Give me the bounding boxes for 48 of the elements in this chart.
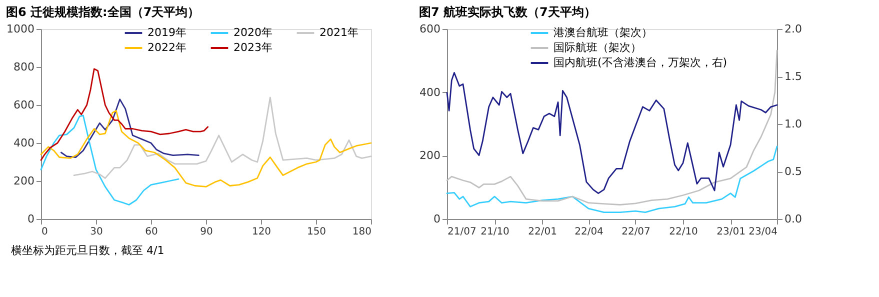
text: 横坐标为距元旦日数，截至 4/1 <box>11 244 164 257</box>
y-tick-label: 200 <box>14 174 34 188</box>
legend-label: 国内航班(不含港澳台，万架次，右) <box>554 56 728 69</box>
y2-tick-label: 2.0 <box>784 22 802 36</box>
y2-tick-label: 0.5 <box>784 165 802 178</box>
x-tick-label: 180 <box>352 226 372 238</box>
x-tick-label: 30 <box>90 226 103 238</box>
chart-title: 图7 航班实际执飞数（7天平均） <box>419 5 596 19</box>
x-tick-label: 22/04 <box>574 226 604 238</box>
legend-label: 2022年 <box>148 41 186 54</box>
y2-tick-label: 0.0 <box>784 212 802 226</box>
y2-tick-label: 1.0 <box>784 118 802 130</box>
line-series <box>446 72 778 194</box>
legend-label: 2021年 <box>320 26 358 39</box>
line-series <box>60 98 200 158</box>
x-tick-label: 60 <box>145 226 158 238</box>
x-tick-label: 22/01 <box>528 226 557 238</box>
legend-label: 2019年 <box>148 26 186 39</box>
line-series <box>40 110 372 188</box>
legend-label: 2020年 <box>234 26 272 39</box>
x-tick-label: 150 <box>306 226 326 238</box>
y-tick-label: 400 <box>14 136 34 150</box>
chart-title: 图6 迁徙规模指数:全国（7天平均） <box>6 5 200 19</box>
y-tick-label: 0 <box>28 212 34 226</box>
x-tick-label: 120 <box>252 226 272 238</box>
y-tick-label: 0 <box>434 212 440 226</box>
line-series <box>40 68 209 161</box>
y-tick-label: 1000 <box>6 22 34 36</box>
legend-label: 2023年 <box>234 41 272 54</box>
x-tick-label: 23/04 <box>748 226 778 238</box>
y-tick-label: 800 <box>14 60 34 74</box>
y-tick-label: 600 <box>14 98 34 112</box>
legend-label: 港澳台航班（架次） <box>554 26 652 39</box>
x-tick-label: 21/10 <box>480 226 510 238</box>
line-series <box>446 146 778 214</box>
x-tick-label: 0 <box>42 226 48 238</box>
x-tick-label: 21/07 <box>448 226 476 238</box>
line-series <box>73 96 372 179</box>
y-tick-label: 200 <box>420 149 440 162</box>
y-tick-label: 400 <box>420 86 440 99</box>
line-series <box>40 114 180 206</box>
y2-tick-label: 1.5 <box>784 70 802 83</box>
x-tick-label: 23/01 <box>716 226 746 238</box>
legend-label: 国际航班（架次） <box>554 41 642 54</box>
x-tick-label: 90 <box>200 226 213 238</box>
y-tick-label: 600 <box>420 22 440 36</box>
x-tick-label: 22/10 <box>669 226 698 238</box>
x-tick-label: 22/07 <box>622 226 650 238</box>
